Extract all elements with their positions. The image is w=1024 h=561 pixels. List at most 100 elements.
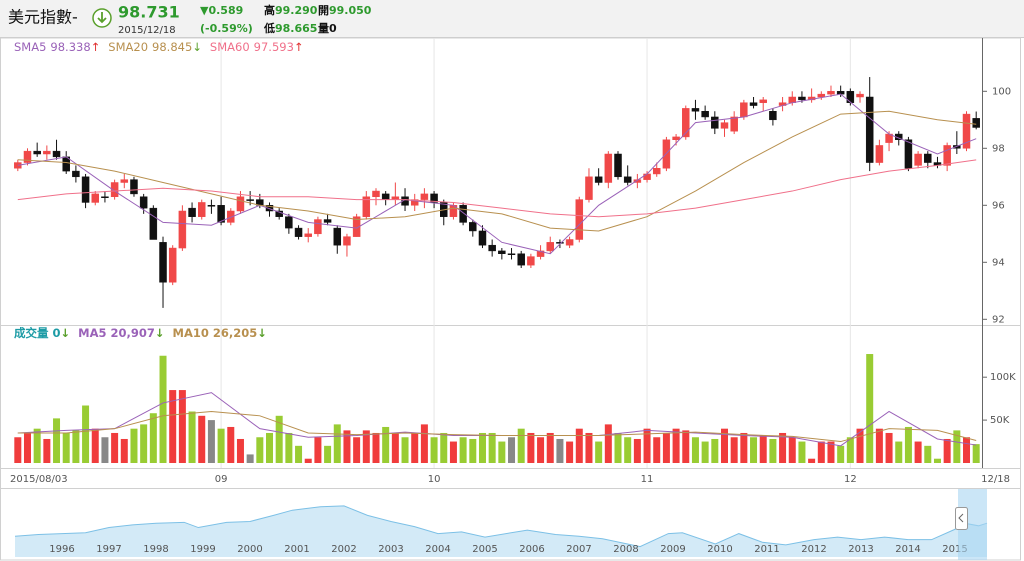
x-tick-label: 2012 [801, 544, 826, 555]
candle-body [314, 219, 322, 235]
candle-body [565, 239, 574, 246]
candle-body [323, 219, 332, 223]
candle-body [827, 91, 835, 95]
candle-body [110, 182, 119, 197]
x-tick-label: 2008 [613, 544, 638, 555]
volume-bar [604, 424, 612, 463]
candle-body [304, 233, 312, 237]
volume-bar [459, 437, 467, 463]
candle-body [614, 153, 622, 178]
x-tick-label: 2010 [707, 544, 732, 555]
candle-body [168, 247, 177, 283]
volume-bar [236, 438, 244, 463]
volume-bar [866, 354, 874, 463]
volume-bar [23, 432, 31, 463]
volume-bar [333, 424, 341, 463]
x-tick-label: 2009 [660, 544, 685, 555]
volume-bar [943, 438, 951, 463]
area-line [14, 505, 988, 548]
candle-body [507, 253, 516, 255]
candle-body [865, 96, 874, 163]
candle-body [749, 102, 758, 106]
candle-body [197, 202, 206, 217]
legend-trend: ↑ [91, 40, 101, 54]
legend-name: MA5 [78, 326, 106, 340]
legend-trend: ↑ [294, 40, 304, 54]
volume-bar [662, 432, 670, 463]
x-tick-label: 12 [844, 474, 857, 485]
candle-body [381, 193, 390, 200]
x-tick-label: 2005 [472, 544, 497, 555]
candle-body [352, 216, 361, 237]
candle-body [139, 196, 148, 209]
volume-bar [633, 438, 641, 463]
candle-body [682, 108, 690, 138]
volume-bar [740, 432, 748, 463]
volume-bar [759, 435, 767, 463]
legend-value: 26,205 [213, 326, 257, 340]
volume-bar [420, 424, 428, 463]
candle-body [294, 227, 303, 237]
volume-bar [614, 432, 622, 463]
volume-bar [788, 437, 796, 463]
candle-body [943, 145, 951, 166]
volume-bar [140, 424, 148, 463]
volume-bar [972, 444, 980, 463]
x-tick-label: 2004 [425, 544, 450, 555]
candle-body [43, 150, 51, 155]
label: 開 [318, 4, 329, 17]
volume-bar [595, 441, 603, 463]
candle-body [420, 193, 429, 200]
candle-body [120, 179, 129, 183]
volume-bar [207, 420, 215, 463]
x-tick-label: 2011 [754, 544, 779, 555]
volume-bar [304, 458, 312, 463]
volume-bar [469, 438, 477, 463]
volume-bar [691, 437, 699, 463]
volume-bar [827, 441, 835, 463]
volume-bar [914, 441, 922, 463]
candle-body [14, 162, 22, 169]
candle-body [101, 196, 109, 198]
candle-body [488, 244, 496, 252]
volume-bar [585, 432, 593, 463]
legend-value: 97.593 [254, 40, 294, 54]
candle-body [469, 222, 477, 232]
candle-body [769, 111, 777, 121]
volume-bar [546, 432, 554, 463]
candle-body [556, 242, 564, 244]
candle-body [362, 196, 371, 217]
label: 低 [263, 21, 275, 35]
legend: SMA5 98.338↑ SMA20 98.845↓ SMA60 97.593↑ [14, 40, 304, 54]
volume-bar [217, 428, 225, 463]
high: 高99.290 [264, 3, 318, 17]
candle-body [178, 210, 187, 249]
volume-bar [130, 428, 138, 463]
volume-bar [246, 454, 254, 463]
legend-trend: ↓ [61, 326, 71, 340]
value: 98.665 [275, 22, 317, 35]
candle-body [817, 93, 826, 98]
legend: 成交量 0↓ MA5 20,907↓ MA10 26,205↓ [14, 326, 267, 340]
candle-body [410, 199, 419, 206]
change-pct: (-0.59%) [200, 22, 253, 35]
legend-name: SMA20 [108, 40, 148, 54]
candle-body [856, 93, 864, 98]
x-tick-label: 09 [215, 474, 228, 485]
volume-bar [517, 428, 525, 463]
volume-bar [440, 432, 448, 463]
x-tick-label: 1998 [143, 544, 168, 555]
volume-bar [198, 415, 206, 463]
volume-bar [653, 437, 661, 463]
candle-body [207, 205, 216, 207]
x-tick-label: 2007 [566, 544, 591, 555]
candle-body [730, 116, 738, 132]
volume-bar [72, 430, 80, 463]
volume-bar [120, 438, 128, 463]
candle-body [159, 242, 167, 283]
volume-bar [343, 430, 351, 463]
date: 2015/12/18 [118, 25, 176, 36]
x-tick-label: 10 [428, 474, 441, 485]
value: 0 [329, 22, 337, 35]
x-tick-label: 2013 [848, 544, 873, 555]
